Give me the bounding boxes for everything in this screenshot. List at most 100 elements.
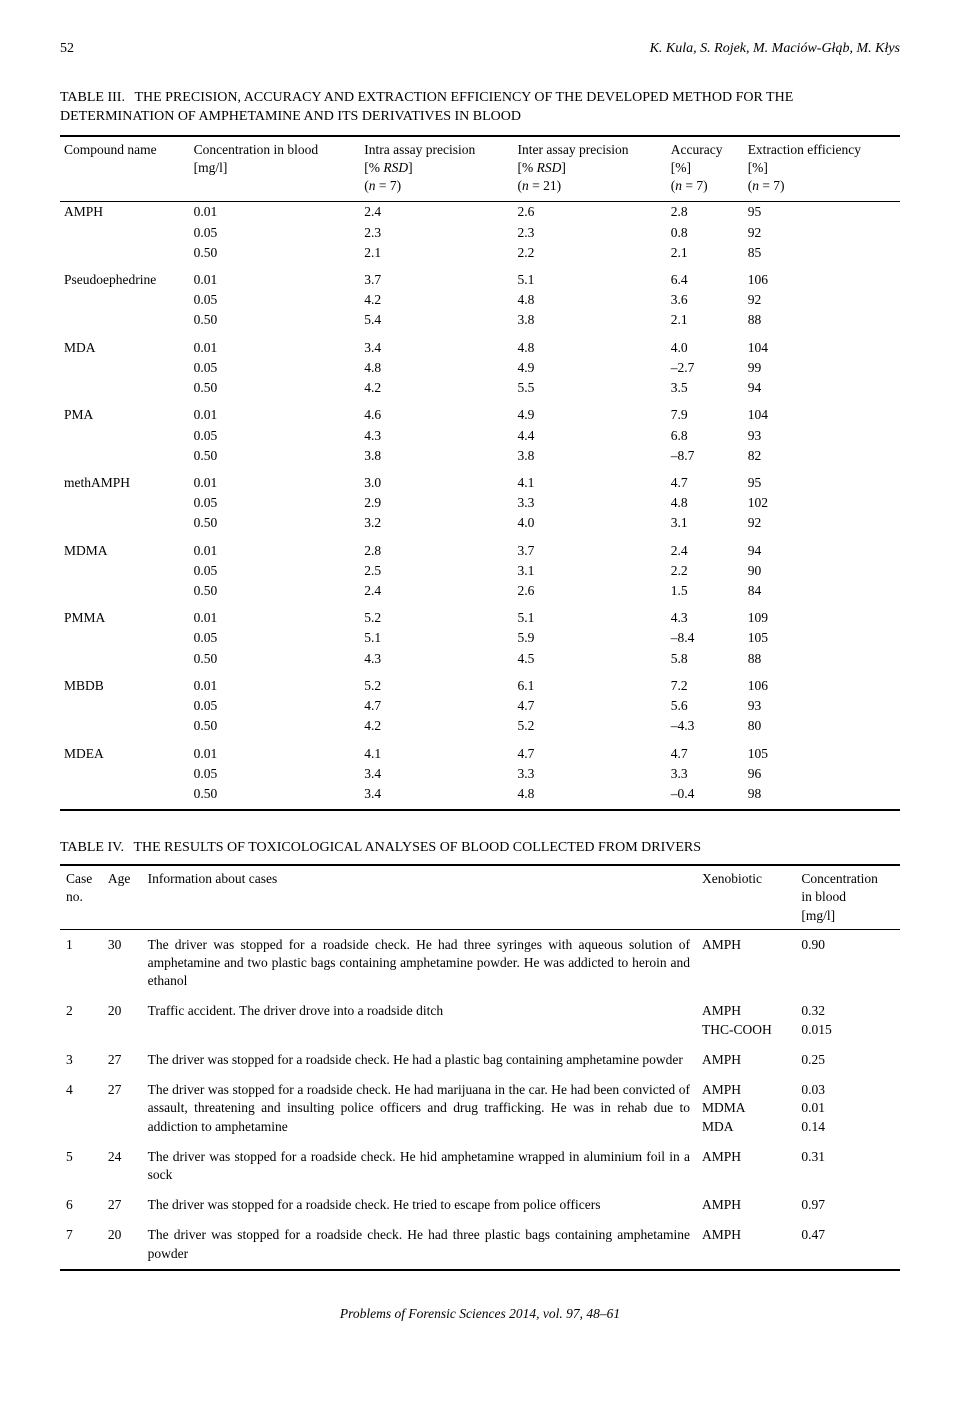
- table-row: 0.052.32.30.892: [60, 223, 900, 243]
- value-cell: 2.1: [667, 310, 744, 330]
- value-cell: 0.01: [190, 263, 361, 290]
- value-cell: 3.1: [514, 561, 667, 581]
- t3-col-inter-l1: Inter assay precision: [518, 141, 663, 159]
- value-cell: 4.7: [514, 737, 667, 764]
- value-cell: 5.1: [360, 628, 513, 648]
- table-row: MBDB0.015.26.17.2106: [60, 669, 900, 696]
- value-cell: 3.2: [360, 513, 513, 533]
- value-cell: 0.05: [190, 290, 361, 310]
- table-row: 0.505.43.82.188: [60, 310, 900, 330]
- age-cell: 27: [102, 1045, 142, 1075]
- value-cell: 0.01: [190, 466, 361, 493]
- compound-cell: Pseudoephedrine: [60, 263, 190, 290]
- t4-col-info: Information about cases: [142, 865, 696, 929]
- value-cell: 4.7: [514, 696, 667, 716]
- compound-cell: [60, 243, 190, 263]
- value-cell: 0.05: [190, 696, 361, 716]
- table-row: PMA0.014.64.97.9104: [60, 398, 900, 425]
- value-cell: 2.3: [514, 223, 667, 243]
- value-cell: 4.3: [667, 601, 744, 628]
- value-cell: 0.05: [190, 493, 361, 513]
- value-cell: 3.4: [360, 331, 513, 358]
- value-cell: 5.5: [514, 378, 667, 398]
- value-cell: 102: [744, 493, 900, 513]
- t3-col-acc-l1: Accuracy: [671, 141, 740, 159]
- value-cell: 105: [744, 737, 900, 764]
- value-cell: 4.6: [360, 398, 513, 425]
- value-cell: 0.8: [667, 223, 744, 243]
- age-cell: 20: [102, 1220, 142, 1269]
- table-row: 0.052.93.34.8102: [60, 493, 900, 513]
- value-cell: 2.4: [360, 581, 513, 601]
- value-cell: 0.01: [190, 331, 361, 358]
- compound-cell: PMMA: [60, 601, 190, 628]
- value-cell: 95: [744, 202, 900, 223]
- table-row: methAMPH0.013.04.14.795: [60, 466, 900, 493]
- page-number: 52: [60, 40, 74, 59]
- value-cell: 4.9: [514, 358, 667, 378]
- table3: Compound name Concentration in blood [mg…: [60, 135, 900, 812]
- compound-cell: [60, 764, 190, 784]
- table3-caption: TABLE III. THE PRECISION, ACCURACY AND E…: [60, 89, 900, 127]
- value-cell: 0.50: [190, 513, 361, 533]
- value-cell: 4.8: [514, 784, 667, 810]
- info-cell: The driver was stopped for a roadside ch…: [142, 1075, 696, 1142]
- compound-cell: [60, 446, 190, 466]
- compound-cell: [60, 223, 190, 243]
- value-cell: 92: [744, 223, 900, 243]
- table-row: 0.503.24.03.192: [60, 513, 900, 533]
- value-cell: 105: [744, 628, 900, 648]
- compound-cell: [60, 628, 190, 648]
- value-cell: 0.01: [190, 534, 361, 561]
- xenobiotic-cell: AMPH: [696, 1190, 795, 1220]
- value-cell: 3.4: [360, 764, 513, 784]
- table-row: 0.504.25.2–4.380: [60, 716, 900, 736]
- table-row: 0.053.43.33.396: [60, 764, 900, 784]
- value-cell: 4.7: [667, 466, 744, 493]
- value-cell: 0.01: [190, 737, 361, 764]
- compound-cell: [60, 649, 190, 669]
- value-cell: 0.05: [190, 223, 361, 243]
- age-cell: 27: [102, 1190, 142, 1220]
- value-cell: 4.2: [360, 290, 513, 310]
- value-cell: 2.4: [667, 534, 744, 561]
- value-cell: 2.9: [360, 493, 513, 513]
- value-cell: 7.9: [667, 398, 744, 425]
- case-cell: 4: [60, 1075, 102, 1142]
- table-row: MDA0.013.44.84.0104: [60, 331, 900, 358]
- value-cell: 0.50: [190, 784, 361, 810]
- value-cell: 5.2: [360, 669, 513, 696]
- case-cell: 3: [60, 1045, 102, 1075]
- value-cell: 3.5: [667, 378, 744, 398]
- concentration-cell: 0.320.015: [795, 996, 900, 1044]
- table-row: 0.502.42.61.584: [60, 581, 900, 601]
- value-cell: 109: [744, 601, 900, 628]
- t4-col-xeno: Xenobiotic: [696, 865, 795, 929]
- value-cell: 4.5: [514, 649, 667, 669]
- value-cell: 2.2: [514, 243, 667, 263]
- table-row: 327The driver was stopped for a roadside…: [60, 1045, 900, 1075]
- value-cell: 82: [744, 446, 900, 466]
- table4-title: THE RESULTS OF TOXICOLOGICAL ANALYSES OF…: [127, 840, 701, 855]
- value-cell: 90: [744, 561, 900, 581]
- t3-col-intra-l2: [% RSD]: [364, 159, 509, 177]
- value-cell: 2.8: [360, 534, 513, 561]
- value-cell: –8.4: [667, 628, 744, 648]
- t4-col-conc-l2: in blood: [801, 888, 894, 906]
- table4-caption: TABLE IV. THE RESULTS OF TOXICOLOGICAL A…: [60, 839, 900, 858]
- value-cell: 3.7: [360, 263, 513, 290]
- xenobiotic-cell: AMPH: [696, 929, 795, 996]
- journal-footer: Problems of Forensic Sciences 2014, vol.…: [60, 1305, 900, 1323]
- value-cell: 5.1: [514, 601, 667, 628]
- value-cell: 0.50: [190, 716, 361, 736]
- value-cell: 0.50: [190, 243, 361, 263]
- value-cell: 5.6: [667, 696, 744, 716]
- value-cell: 98: [744, 784, 900, 810]
- value-cell: 5.2: [514, 716, 667, 736]
- t3-col-acc-l3: (n = 7): [671, 177, 740, 195]
- age-cell: 27: [102, 1075, 142, 1142]
- value-cell: 6.8: [667, 426, 744, 446]
- page-header: 52 K. Kula, S. Rojek, M. Maciów-Głąb, M.…: [60, 40, 900, 59]
- age-cell: 20: [102, 996, 142, 1044]
- value-cell: 3.3: [667, 764, 744, 784]
